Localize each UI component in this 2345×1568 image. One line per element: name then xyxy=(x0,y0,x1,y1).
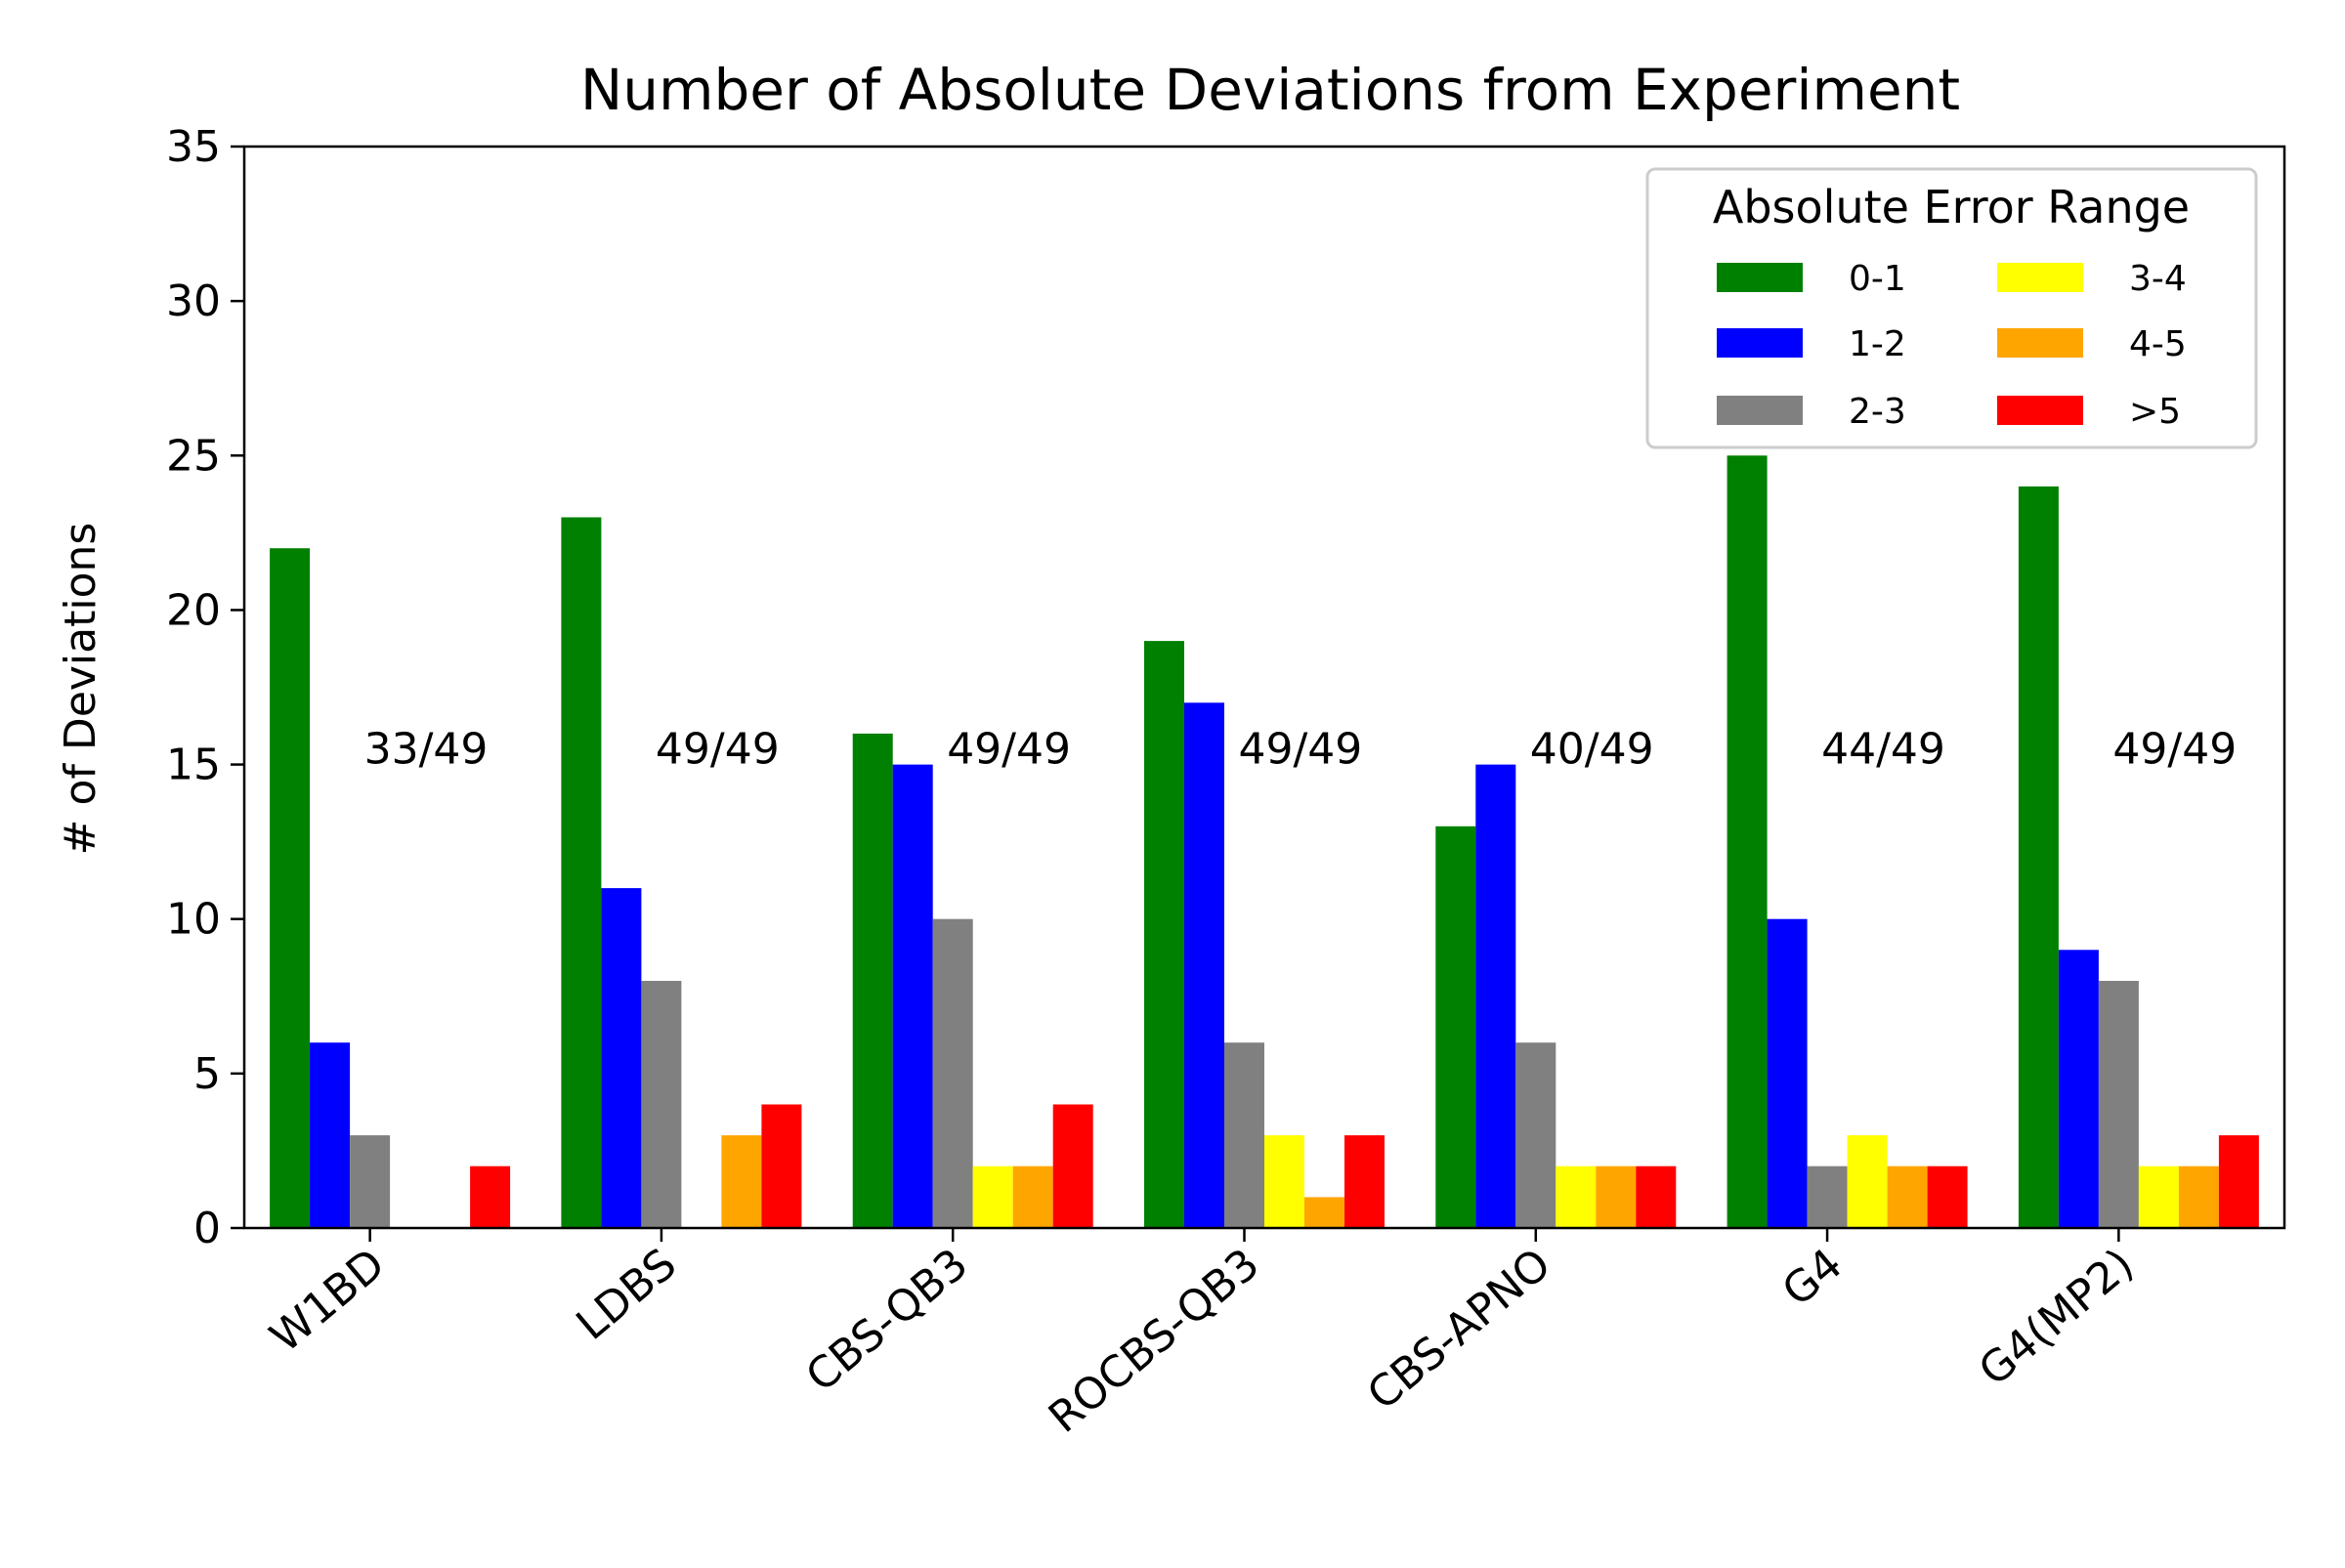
bar xyxy=(601,888,642,1228)
legend-box xyxy=(1645,167,2258,449)
bar xyxy=(2178,1165,2219,1228)
x-tick-label: G4 xyxy=(1773,1239,1852,1316)
bar xyxy=(1184,702,1224,1228)
count-annotation: 49/49 xyxy=(656,725,780,775)
bar xyxy=(721,1135,762,1228)
bar xyxy=(1556,1165,1597,1228)
legend-label: >5 xyxy=(2129,392,2181,432)
count-annotation: 49/49 xyxy=(947,725,1071,775)
bar xyxy=(1012,1165,1053,1228)
bar xyxy=(2098,981,2139,1228)
bar xyxy=(1927,1165,1968,1228)
bars-layer xyxy=(270,455,2259,1228)
bar xyxy=(1052,1104,1093,1228)
legend-swatch xyxy=(1997,396,2083,425)
y-tick-label: 10 xyxy=(166,895,221,945)
bar xyxy=(1475,764,1516,1228)
bar xyxy=(1344,1135,1385,1228)
y-tick-label: 5 xyxy=(193,1049,221,1099)
y-tick-label: 30 xyxy=(166,276,221,326)
bar xyxy=(270,548,311,1228)
bar xyxy=(1596,1165,1637,1228)
legend-label: 0-1 xyxy=(1849,259,1906,299)
bar xyxy=(470,1165,511,1228)
bar xyxy=(1304,1197,1344,1228)
bar xyxy=(2018,486,2059,1228)
bar xyxy=(1887,1165,1928,1228)
legend-items: 0-1 1-2 2-3 3-4 4-5 >5 xyxy=(1717,259,2187,432)
y-tick-label: 15 xyxy=(166,741,221,790)
legend-swatch xyxy=(1997,328,2083,358)
bar xyxy=(1515,1042,1556,1228)
x-tick-label: CBS-APNO xyxy=(1358,1239,1560,1420)
legend-swatch xyxy=(1717,396,1803,425)
bar xyxy=(1807,1165,1848,1228)
x-tick-label: ROCBS-QB3 xyxy=(1040,1239,1269,1442)
bar xyxy=(561,517,602,1228)
y-tick-label: 25 xyxy=(166,431,221,481)
legend-label: 4-5 xyxy=(2129,324,2187,364)
bar xyxy=(1224,1042,1264,1228)
bar xyxy=(2058,950,2099,1228)
bar xyxy=(852,733,893,1228)
y-axis-label: # of Deviations xyxy=(56,523,106,856)
bar xyxy=(761,1104,802,1228)
legend-swatch xyxy=(1717,328,1803,358)
annotations-layer: 33/49 49/49 49/49 49/49 40/49 44/49 49/49 xyxy=(364,725,2238,775)
bar xyxy=(972,1165,1013,1228)
legend-swatch xyxy=(1717,263,1803,292)
legend-label: 1-2 xyxy=(1849,324,1906,364)
bar xyxy=(1144,641,1184,1228)
bar xyxy=(641,981,682,1228)
count-annotation: 33/49 xyxy=(364,725,489,775)
bar xyxy=(932,918,973,1228)
bar xyxy=(1435,826,1476,1228)
count-annotation: 40/49 xyxy=(1530,725,1654,775)
legend: Absolute Error Range 0-1 1-2 2-3 3-4 4-5 >5 xyxy=(1645,167,2258,449)
y-tick-label: 20 xyxy=(166,585,221,635)
legend-label: 2-3 xyxy=(1849,392,1906,432)
x-tick-label: LDBS xyxy=(568,1239,686,1349)
bar xyxy=(350,1135,391,1228)
legend-label: 3-4 xyxy=(2129,259,2187,299)
y-tick-label: 35 xyxy=(166,122,221,172)
bar xyxy=(310,1042,351,1228)
bar xyxy=(1727,455,1768,1228)
y-tick-label: 0 xyxy=(193,1204,221,1253)
chart-title: Number of Absolute Deviations from Exper… xyxy=(580,57,1960,123)
bar xyxy=(1847,1135,1888,1228)
x-tick-label: G4(MP2) xyxy=(1970,1239,2144,1396)
bar xyxy=(1767,918,1808,1228)
count-annotation: 44/49 xyxy=(1821,725,1945,775)
bar xyxy=(1264,1135,1304,1228)
x-tick-label: W1BD xyxy=(261,1239,395,1362)
bar xyxy=(2218,1135,2259,1228)
legend-swatch xyxy=(1997,263,2083,292)
count-annotation: 49/49 xyxy=(1238,725,1362,775)
bar xyxy=(892,764,933,1228)
count-annotation: 49/49 xyxy=(2112,725,2237,775)
legend-title: Absolute Error Range xyxy=(1713,181,2190,233)
bar xyxy=(2138,1165,2179,1228)
plot-frame xyxy=(242,145,2286,1230)
x-tick-label: CBS-QB3 xyxy=(797,1239,978,1402)
bar xyxy=(1636,1165,1677,1228)
